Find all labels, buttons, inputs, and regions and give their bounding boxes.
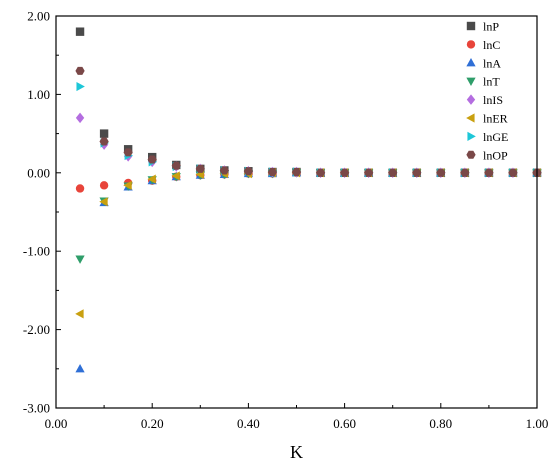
data-point [75,66,85,75]
legend-marker [466,94,476,105]
data-point [147,155,157,164]
y-tick-label: 1.00 [27,87,50,102]
data-point [75,27,85,36]
series-lnER [75,168,541,319]
x-tick-label: 0.20 [141,416,164,431]
y-tick-label: -2.00 [23,322,50,337]
data-point [99,129,109,138]
data-point [219,166,229,175]
legend-label: lnGE [483,130,508,144]
data-point [195,164,205,173]
data-point [484,168,494,177]
series-lnT [75,169,542,264]
legend-item: lnP [466,20,499,34]
data-point [243,167,254,176]
legend-item: lnER [466,112,508,126]
data-point [436,168,446,177]
legend-item: lnGE [467,130,508,144]
data-point [123,148,133,157]
legend-label: lnA [483,56,501,70]
data-markers [75,27,542,373]
legend-marker [467,131,476,142]
legend-label: lnER [483,112,508,126]
legend-marker [466,150,476,159]
data-point [508,168,518,177]
legend-label: lnT [483,75,500,89]
data-point [76,81,85,92]
legend-marker [466,77,476,87]
axis-ticks: 0.00 0.20 0.40 0.60 0.80 1.00 -3.00 -2.00 -1.00 0… [23,9,548,432]
data-point [267,168,278,177]
data-point [75,255,85,264]
legend-label: lnP [483,20,499,34]
x-tick-label: 0.80 [429,416,452,431]
legend-label: lnC [483,38,500,52]
data-point [315,168,326,177]
data-point [412,168,422,177]
data-point [291,168,302,177]
legend-item: lnIS [466,93,503,107]
legend-item: lnC [466,38,500,52]
legend-marker [466,57,476,67]
plot-frame [55,15,538,409]
series-lnA [75,167,542,373]
legend-marker [466,21,476,31]
data-point [460,168,470,177]
y-tick-label: -3.00 [23,401,50,416]
legend-marker [466,40,476,49]
legend-item: lnA [466,56,501,70]
data-point [99,181,109,190]
data-point [147,174,156,184]
series-lnC [75,168,542,193]
legend-item: lnT [466,75,500,89]
legend-item: lnOP [466,148,508,162]
series-lnOP [75,66,542,177]
y-tick-label: -1.00 [23,244,50,259]
data-point [123,180,132,190]
x-tick-label: 0.00 [45,416,68,431]
data-point [364,168,374,177]
data-point [75,112,85,124]
x-tick-label: 0.60 [333,416,356,431]
legend: lnP lnC lnA lnT lnIS lnER lnGE lnOP [466,20,508,162]
data-point [99,197,108,207]
data-point [171,161,181,170]
y-tick-label: 0.00 [27,165,50,180]
legend-label: lnOP [483,148,508,162]
data-point [75,184,85,193]
x-axis-title: K [290,442,303,462]
series-lnIS [75,112,542,179]
data-point [388,168,398,177]
data-point [75,363,85,373]
legend-label: lnIS [483,93,503,107]
data-point [171,171,180,181]
x-tick-label: 0.40 [237,416,260,431]
data-point [99,137,109,146]
x-tick-label: 1.00 [526,416,549,431]
y-tick-label: 2.00 [27,9,50,24]
data-point [75,309,84,319]
legend-marker [466,113,475,123]
data-point [339,168,350,177]
